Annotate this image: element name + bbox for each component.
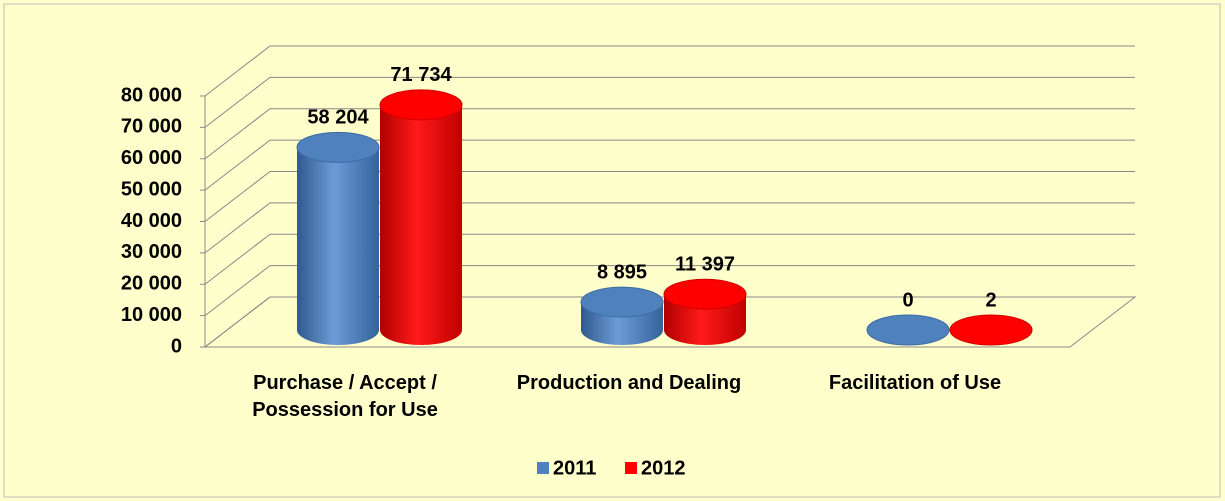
legend-swatch (625, 462, 637, 474)
legend-label: 2012 (641, 457, 686, 479)
data-label: 2 (985, 289, 996, 311)
bar-cap (580, 286, 664, 318)
legend-label: 2011 (553, 457, 596, 479)
y-tick-label: 20 000 (121, 273, 182, 295)
bar-cap (663, 278, 747, 310)
data-label: 58 204 (307, 107, 369, 129)
y-tick-label: 70 000 (121, 116, 182, 138)
grid-line (204, 108, 1135, 160)
data-label: 0 (902, 289, 913, 311)
legend-swatch (537, 462, 549, 474)
chart-border (3, 3, 1221, 498)
y-tick-label: 80 000 (121, 84, 182, 106)
grid-line (204, 296, 1135, 348)
grid-line (204, 139, 1135, 191)
y-tick-label: 0 (171, 335, 182, 357)
grid-line (204, 265, 1135, 317)
x-tick-label: Facilitation of Use (828, 372, 1002, 394)
bar (380, 89, 462, 345)
bar-cap (949, 314, 1033, 346)
grid-line (204, 171, 1135, 222)
bar-cap (296, 131, 380, 163)
grid-line (204, 45, 1135, 97)
y-tick-label: 40 000 (121, 210, 182, 232)
grid-line (204, 233, 1135, 285)
data-label: 71 734 (390, 64, 452, 86)
data-label: 8 895 (597, 261, 647, 283)
y-tick-label: 10 000 (121, 304, 182, 326)
grid-line (204, 202, 1135, 254)
grid-line (204, 76, 1135, 128)
bar-cap (379, 89, 463, 121)
x-tick-label: Production and Dealing (516, 372, 742, 394)
y-tick-label: 60 000 (121, 147, 182, 169)
data-label: 11 397 (675, 254, 735, 276)
x-tick-label: Purchase / Accept / Possession for Use (252, 372, 438, 421)
bar (297, 132, 379, 345)
bar-cap (866, 314, 950, 346)
y-tick-label: 30 000 (121, 241, 182, 263)
y-tick-label: 50 000 (121, 178, 182, 200)
